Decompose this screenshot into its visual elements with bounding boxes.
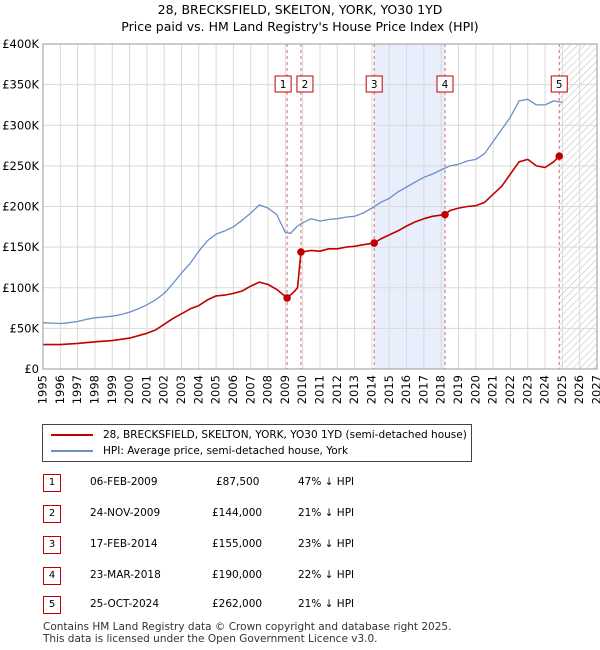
sale-date: 24-NOV-2009 xyxy=(90,507,161,519)
sale-hpi-diff: 47% ↓ HPI xyxy=(298,476,355,488)
sale-hpi-diff: 21% ↓ HPI xyxy=(298,598,355,610)
sale-number-badge: 1 xyxy=(43,474,61,492)
sale-label-number: 5 xyxy=(556,79,563,91)
x-tick-label: 1996 xyxy=(53,375,67,404)
chart-title: 28, BRECKSFIELD, SKELTON, YORK, YO30 1YD xyxy=(157,2,443,17)
sale-point xyxy=(283,294,291,302)
plot-frame xyxy=(42,43,598,370)
sale-hpi-diff: 21% ↓ HPI xyxy=(298,507,355,519)
footer: Contains HM Land Registry data © Crown c… xyxy=(43,621,451,645)
sale-price: £155,000 xyxy=(212,538,263,550)
x-tick-label: 2018 xyxy=(434,375,448,404)
x-tick-label: 2006 xyxy=(226,375,240,404)
y-tick-label: £250K xyxy=(2,159,39,173)
x-tick-label: 2017 xyxy=(416,375,430,404)
sale-point xyxy=(297,248,305,256)
sale-label-number: 1 xyxy=(280,79,287,91)
price-paid-series-line xyxy=(43,155,560,346)
sale-label-number: 2 xyxy=(302,79,309,91)
y-tick-label: £400K xyxy=(2,37,39,51)
x-tick-label: 2009 xyxy=(278,375,292,404)
x-tick-label: 2016 xyxy=(399,375,413,404)
legend-swatch-hpi xyxy=(51,450,93,452)
sale-price: £144,000 xyxy=(212,507,263,519)
sale-hpi-diff: 22% ↓ HPI xyxy=(298,569,355,581)
x-tick-label: 2000 xyxy=(122,375,136,404)
sale-number-badge: 2 xyxy=(43,505,61,523)
x-tick-label: 2019 xyxy=(451,375,465,404)
legend-item-hpi: HPI: Average price, semi-detached house,… xyxy=(51,443,348,459)
sale-label-box xyxy=(296,75,314,93)
x-tick-label: 2026 xyxy=(572,375,586,404)
x-tick-label: 2027 xyxy=(590,375,600,404)
x-tick-label: 2012 xyxy=(330,375,344,404)
sale-number-badge: 4 xyxy=(43,567,61,585)
sale-row: 3 17-FEB-2014 £155,000 23% ↓ HPI xyxy=(0,536,600,556)
sale-row: 1 06-FEB-2009 £87,500 47% ↓ HPI xyxy=(0,474,600,494)
x-tick-label: 2003 xyxy=(174,375,188,404)
sale-price: £87,500 xyxy=(216,476,260,488)
legend: 28, BRECKSFIELD, SKELTON, YORK, YO30 1YD… xyxy=(42,424,472,462)
chart-subtitle: Price paid vs. HM Land Registry's House … xyxy=(121,19,479,34)
x-tick-label: 2013 xyxy=(347,375,361,404)
x-tick-label: 2002 xyxy=(157,375,171,404)
y-tick-label: £100K xyxy=(2,281,39,295)
sale-point xyxy=(370,239,378,247)
x-tick-label: 2020 xyxy=(468,375,482,404)
sale-number-badge: 5 xyxy=(43,596,61,614)
sale-hpi-diff: 23% ↓ HPI xyxy=(298,538,355,550)
x-tick-label: 2010 xyxy=(295,375,309,404)
sale-point xyxy=(555,152,564,160)
footer-copyright: Contains HM Land Registry data © Crown c… xyxy=(43,621,452,633)
sale-label-box xyxy=(436,75,454,93)
x-tick-label: 1997 xyxy=(70,375,84,404)
sale-label-number: 3 xyxy=(371,79,378,91)
sale-row: 4 23-MAR-2018 £190,000 22% ↓ HPI xyxy=(0,567,600,587)
hpi-series-line xyxy=(42,98,563,325)
x-tick-label: 1998 xyxy=(87,375,101,404)
sale-row: 2 24-NOV-2009 £144,000 21% ↓ HPI xyxy=(0,505,600,525)
legend-swatch-property xyxy=(51,434,93,436)
sale-label-number: 4 xyxy=(442,79,449,91)
x-tick-label: 2007 xyxy=(243,375,257,404)
x-tick-label: 2011 xyxy=(313,375,327,404)
sale-price: £262,000 xyxy=(212,598,263,610)
x-tick-label: 2004 xyxy=(191,375,205,404)
y-tick-label: £300K xyxy=(2,118,39,132)
sale-date: 06-FEB-2009 xyxy=(90,476,158,488)
y-tick-label: £200K xyxy=(2,200,39,214)
sale-date: 17-FEB-2014 xyxy=(90,538,158,550)
sale-label-box xyxy=(365,75,383,93)
sale-row: 5 25-OCT-2024 £262,000 21% ↓ HPI xyxy=(0,596,600,616)
sale-date: 25-OCT-2024 xyxy=(90,598,159,610)
y-tick-label: £150K xyxy=(2,240,39,254)
x-tick-label: 2022 xyxy=(503,375,517,404)
sale-label-box xyxy=(550,75,568,93)
legend-label-hpi: HPI: Average price, semi-detached house,… xyxy=(103,445,349,457)
y-tick-label: £350K xyxy=(2,78,39,92)
x-tick-label: 2014 xyxy=(364,375,378,404)
footer-license: This data is licensed under the Open Gov… xyxy=(43,633,378,645)
x-tick-label: 1995 xyxy=(36,375,50,404)
y-tick-label: £0 xyxy=(24,362,39,376)
chart-area: £0 £50K £100K £150K £200K £250K £300K £350K £400… xyxy=(2,37,600,404)
x-tick-label: 2005 xyxy=(209,375,223,404)
sale-number-badge: 3 xyxy=(43,536,61,554)
sale-label-box xyxy=(274,75,292,93)
x-tick-label: 2015 xyxy=(382,375,396,404)
x-tick-label: 2021 xyxy=(486,375,500,404)
sale-date: 23-MAR-2018 xyxy=(90,569,161,581)
sale-point xyxy=(441,210,449,219)
legend-label-property: 28, BRECKSFIELD, SKELTON, YORK, YO30 1YD… xyxy=(103,429,467,441)
y-tick-label: £50K xyxy=(10,321,40,335)
x-tick-label: 2023 xyxy=(520,375,534,404)
x-tick-label: 1999 xyxy=(105,375,119,404)
legend-item-property: 28, BRECKSFIELD, SKELTON, YORK, YO30 1YD… xyxy=(51,427,467,443)
x-tick-label: 2025 xyxy=(555,375,569,404)
x-tick-label: 2024 xyxy=(538,375,552,404)
sale-price: £190,000 xyxy=(212,569,263,581)
x-tick-label: 2008 xyxy=(261,375,275,404)
x-tick-label: 2001 xyxy=(139,375,153,404)
